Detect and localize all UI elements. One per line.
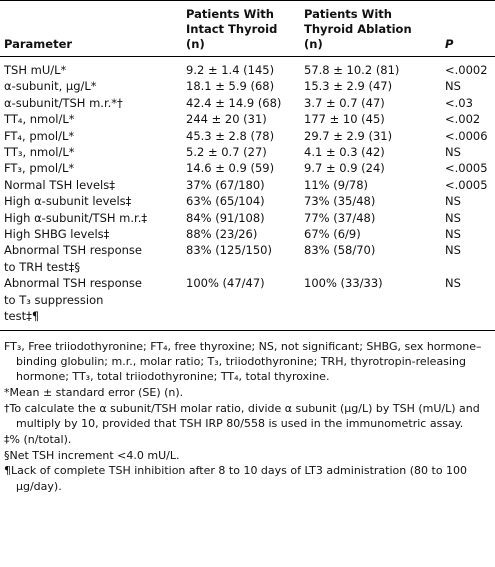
table-cell: 9.2 ± 1.4 (145) [186,63,275,77]
table-cell: NS [445,79,461,94]
table-cell: 37% (67/180) [186,177,265,192]
footnotes: FT₃, Free triiodothyronine; FT₄, free th… [0,331,495,494]
column-header: Parameter [0,0,186,57]
table-row: Abnormal TSH response to TRH test‡§ 83% (… [0,242,495,275]
row-label: Abnormal TSH response to T₃ suppression … [4,276,142,324]
table-row: FT₄, pmol/L* 45.3 ± 2.8 (78) 29.7 ± 2.9 (3… [0,128,495,144]
table-cell: <.002 [445,112,481,127]
table-cell: <.03 [445,95,473,110]
table-cell: NS [445,227,461,242]
table-row: Abnormal TSH response to T₃ suppression … [0,275,495,330]
footnote: FT₃, Free triiodothyronine; FT₄, free th… [4,339,482,384]
table-cell: NS [445,210,461,225]
table-cell: 15.3 ± 2.9 (47) [304,79,393,94]
table-cell: 100% (33/33) [304,276,383,291]
table-row: TT₃, nmol/L* 5.2 ± 0.7 (27) 4.1 ± 0.3 (42)… [0,144,495,160]
footnote: ‡% (n/total). [4,432,72,446]
table-cell: <.0006 [445,128,488,143]
table-cell: 63% (65/104) [186,194,265,209]
table-cell: 100% (47/47) [186,276,265,291]
footnote: *Mean ± standard error (SE) (n). [4,385,184,399]
table-row: α-subunit/TSH m.r.*† 42.4 ± 14.9 (68) 3.7 … [0,95,495,111]
table-row: α-subunit, μg/L* 18.1 ± 5.9 (68) 15.3 ± 2.… [0,78,495,94]
table-cell: 9.7 ± 0.9 (24) [304,161,385,176]
table-row: High SHBG levels‡ 88% (23/26) 67% (6/9) NS [0,226,495,242]
row-label: TT₄, nmol/L* [4,112,75,127]
table-cell: 18.1 ± 5.9 (68) [186,79,275,94]
table-row: High α-subunit levels‡ 63% (65/104) 73% (3… [0,193,495,209]
table-body: TSH mU/L* 9.2 ± 1.4 (145) 57.8 ± 10.2 (81)… [0,57,495,331]
table-cell: <.0005 [445,177,488,192]
table-cell: NS [445,276,461,291]
row-label: FT₃, pmol/L* [4,161,75,176]
footnote: †To calculate the α subunit/TSH molar ra… [4,401,480,430]
column-header: P [445,0,495,57]
row-label: α-subunit/TSH m.r.*† [4,95,123,110]
row-label: High α-subunit/TSH m.r.‡ [4,210,148,225]
row-label: Normal TSH levels‡ [4,177,115,192]
table-cell: <.0002 [445,63,488,77]
row-label: α-subunit, μg/L* [4,79,97,94]
table-cell: 83% (125/150) [186,243,272,258]
table-cell: <.0005 [445,161,488,176]
table-cell: 3.7 ± 0.7 (47) [304,95,385,110]
table-cell: 67% (6/9) [304,227,361,242]
column-header: Patients With Intact Thyroid (n) [186,0,304,57]
table-cell: 177 ± 10 (45) [304,112,385,127]
table-cell: 88% (23/26) [186,227,258,242]
table-cell: NS [445,194,461,209]
table-row: TT₄, nmol/L* 244 ± 20 (31) 177 ± 10 (45) <.… [0,111,495,127]
table-cell: 73% (35/48) [304,194,376,209]
row-label: TSH mU/L* [4,63,67,77]
table-cell: 29.7 ± 2.9 (31) [304,128,393,143]
table-row: TSH mU/L* 9.2 ± 1.4 (145) 57.8 ± 10.2 (81)… [0,57,495,79]
table-cell: 11% (9/78) [304,177,369,192]
table-cell: 83% (58/70) [304,243,376,258]
table-cell: NS [445,243,461,258]
row-label: FT₄, pmol/L* [4,128,75,143]
table-cell: 5.2 ± 0.7 (27) [186,145,267,160]
data-table: Parameter Patients With Intact Thyroid (n… [0,0,495,331]
footnote: ¶Lack of complete TSH inhibition after 8… [4,464,468,493]
row-label: High SHBG levels‡ [4,227,110,242]
table-cell: 57.8 ± 10.2 (81) [304,63,400,77]
header-row: Parameter Patients With Intact Thyroid (n… [0,0,495,57]
table-cell: 4.1 ± 0.3 (42) [304,145,385,160]
table-cell: 77% (37/48) [304,210,376,225]
row-label: Abnormal TSH response to TRH test‡§ [4,243,142,274]
table-row: Normal TSH levels‡ 37% (67/180) 11% (9/78)… [0,177,495,193]
column-header: Patients With Thyroid Ablation (n) [304,0,445,57]
table-cell: 84% (91/108) [186,210,265,225]
table-cell: 14.6 ± 0.9 (59) [186,161,275,176]
table-cell: 244 ± 20 (31) [186,112,267,127]
table-row: High α-subunit/TSH m.r.‡ 84% (91/108) 77% … [0,210,495,226]
footnote: §Net TSH increment <4.0 mU/L. [4,448,180,462]
table-cell: 42.4 ± 14.9 (68) [186,95,282,110]
row-label: TT₃, nmol/L* [4,145,75,160]
table-cell: NS [445,145,461,160]
table-row: FT₃, pmol/L* 14.6 ± 0.9 (59) 9.7 ± 0.9 (24… [0,160,495,176]
row-label: High α-subunit levels‡ [4,194,132,209]
table-cell: 45.3 ± 2.8 (78) [186,128,275,143]
